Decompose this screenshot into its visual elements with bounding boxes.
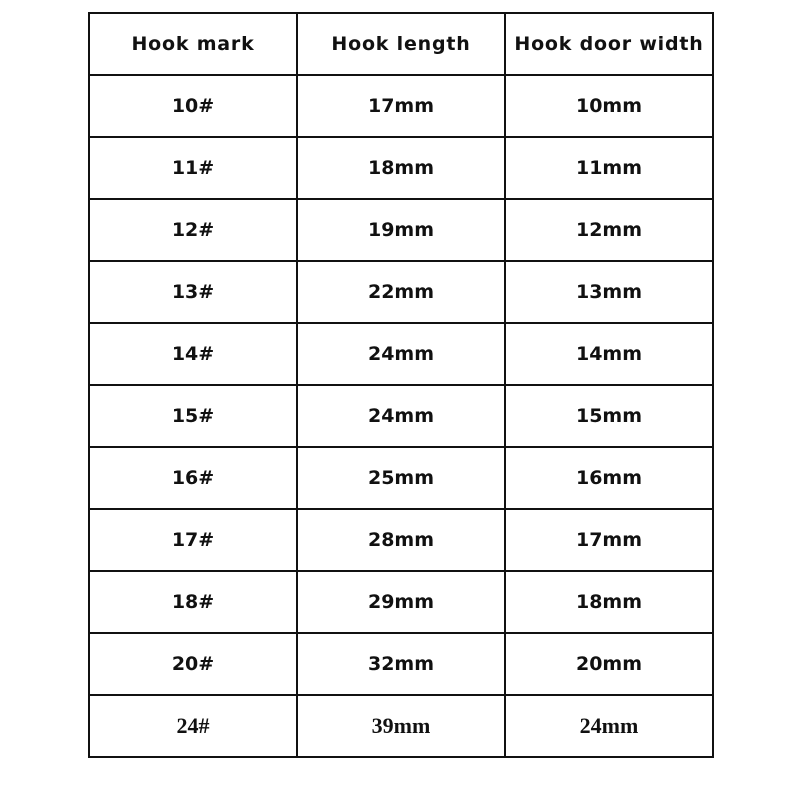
cell-hook-length: 19mm	[296, 198, 506, 262]
cell-hook-mark: 18#	[88, 570, 298, 634]
table-row: 11# 18mm 11mm	[88, 136, 714, 200]
header-hook-length: Hook length	[296, 12, 506, 76]
header-row: Hook mark Hook length Hook door width	[88, 12, 714, 76]
table-row: 18# 29mm 18mm	[88, 570, 714, 634]
cell-hook-door-width: 10mm	[504, 74, 714, 138]
cell-hook-door-width: 11mm	[504, 136, 714, 200]
header-hook-door-width: Hook door width	[504, 12, 714, 76]
cell-hook-mark: 20#	[88, 632, 298, 696]
table-row: 12# 19mm 12mm	[88, 198, 714, 262]
table-row: 17# 28mm 17mm	[88, 508, 714, 572]
cell-hook-door-width: 13mm	[504, 260, 714, 324]
table-row: 14# 24mm 14mm	[88, 322, 714, 386]
cell-hook-mark: 12#	[88, 198, 298, 262]
table-row: 16# 25mm 16mm	[88, 446, 714, 510]
table-row: 24# 39mm 24mm	[88, 694, 714, 758]
cell-hook-length: 25mm	[296, 446, 506, 510]
cell-hook-door-width: 17mm	[504, 508, 714, 572]
cell-hook-mark: 13#	[88, 260, 298, 324]
cell-hook-door-width: 24mm	[504, 694, 714, 758]
cell-hook-mark: 15#	[88, 384, 298, 448]
cell-hook-length: 28mm	[296, 508, 506, 572]
header-hook-mark: Hook mark	[88, 12, 298, 76]
table-row: 13# 22mm 13mm	[88, 260, 714, 324]
cell-hook-mark: 10#	[88, 74, 298, 138]
cell-hook-length: 29mm	[296, 570, 506, 634]
cell-hook-length: 17mm	[296, 74, 506, 138]
cell-hook-length: 24mm	[296, 384, 506, 448]
cell-hook-door-width: 18mm	[504, 570, 714, 634]
cell-hook-length: 32mm	[296, 632, 506, 696]
cell-hook-door-width: 15mm	[504, 384, 714, 448]
cell-hook-door-width: 20mm	[504, 632, 714, 696]
table-row: 15# 24mm 15mm	[88, 384, 714, 448]
cell-hook-mark: 16#	[88, 446, 298, 510]
cell-hook-mark: 14#	[88, 322, 298, 386]
cell-hook-mark: 17#	[88, 508, 298, 572]
cell-hook-door-width: 16mm	[504, 446, 714, 510]
cell-hook-mark: 24#	[88, 694, 298, 758]
table-row: 10# 17mm 10mm	[88, 74, 714, 138]
cell-hook-length: 22mm	[296, 260, 506, 324]
cell-hook-door-width: 14mm	[504, 322, 714, 386]
table-row: 20# 32mm 20mm	[88, 632, 714, 696]
cell-hook-length: 39mm	[296, 694, 506, 758]
hook-size-table: Hook mark Hook length Hook door width 10…	[88, 12, 714, 758]
cell-hook-length: 24mm	[296, 322, 506, 386]
cell-hook-mark: 11#	[88, 136, 298, 200]
cell-hook-door-width: 12mm	[504, 198, 714, 262]
cell-hook-length: 18mm	[296, 136, 506, 200]
